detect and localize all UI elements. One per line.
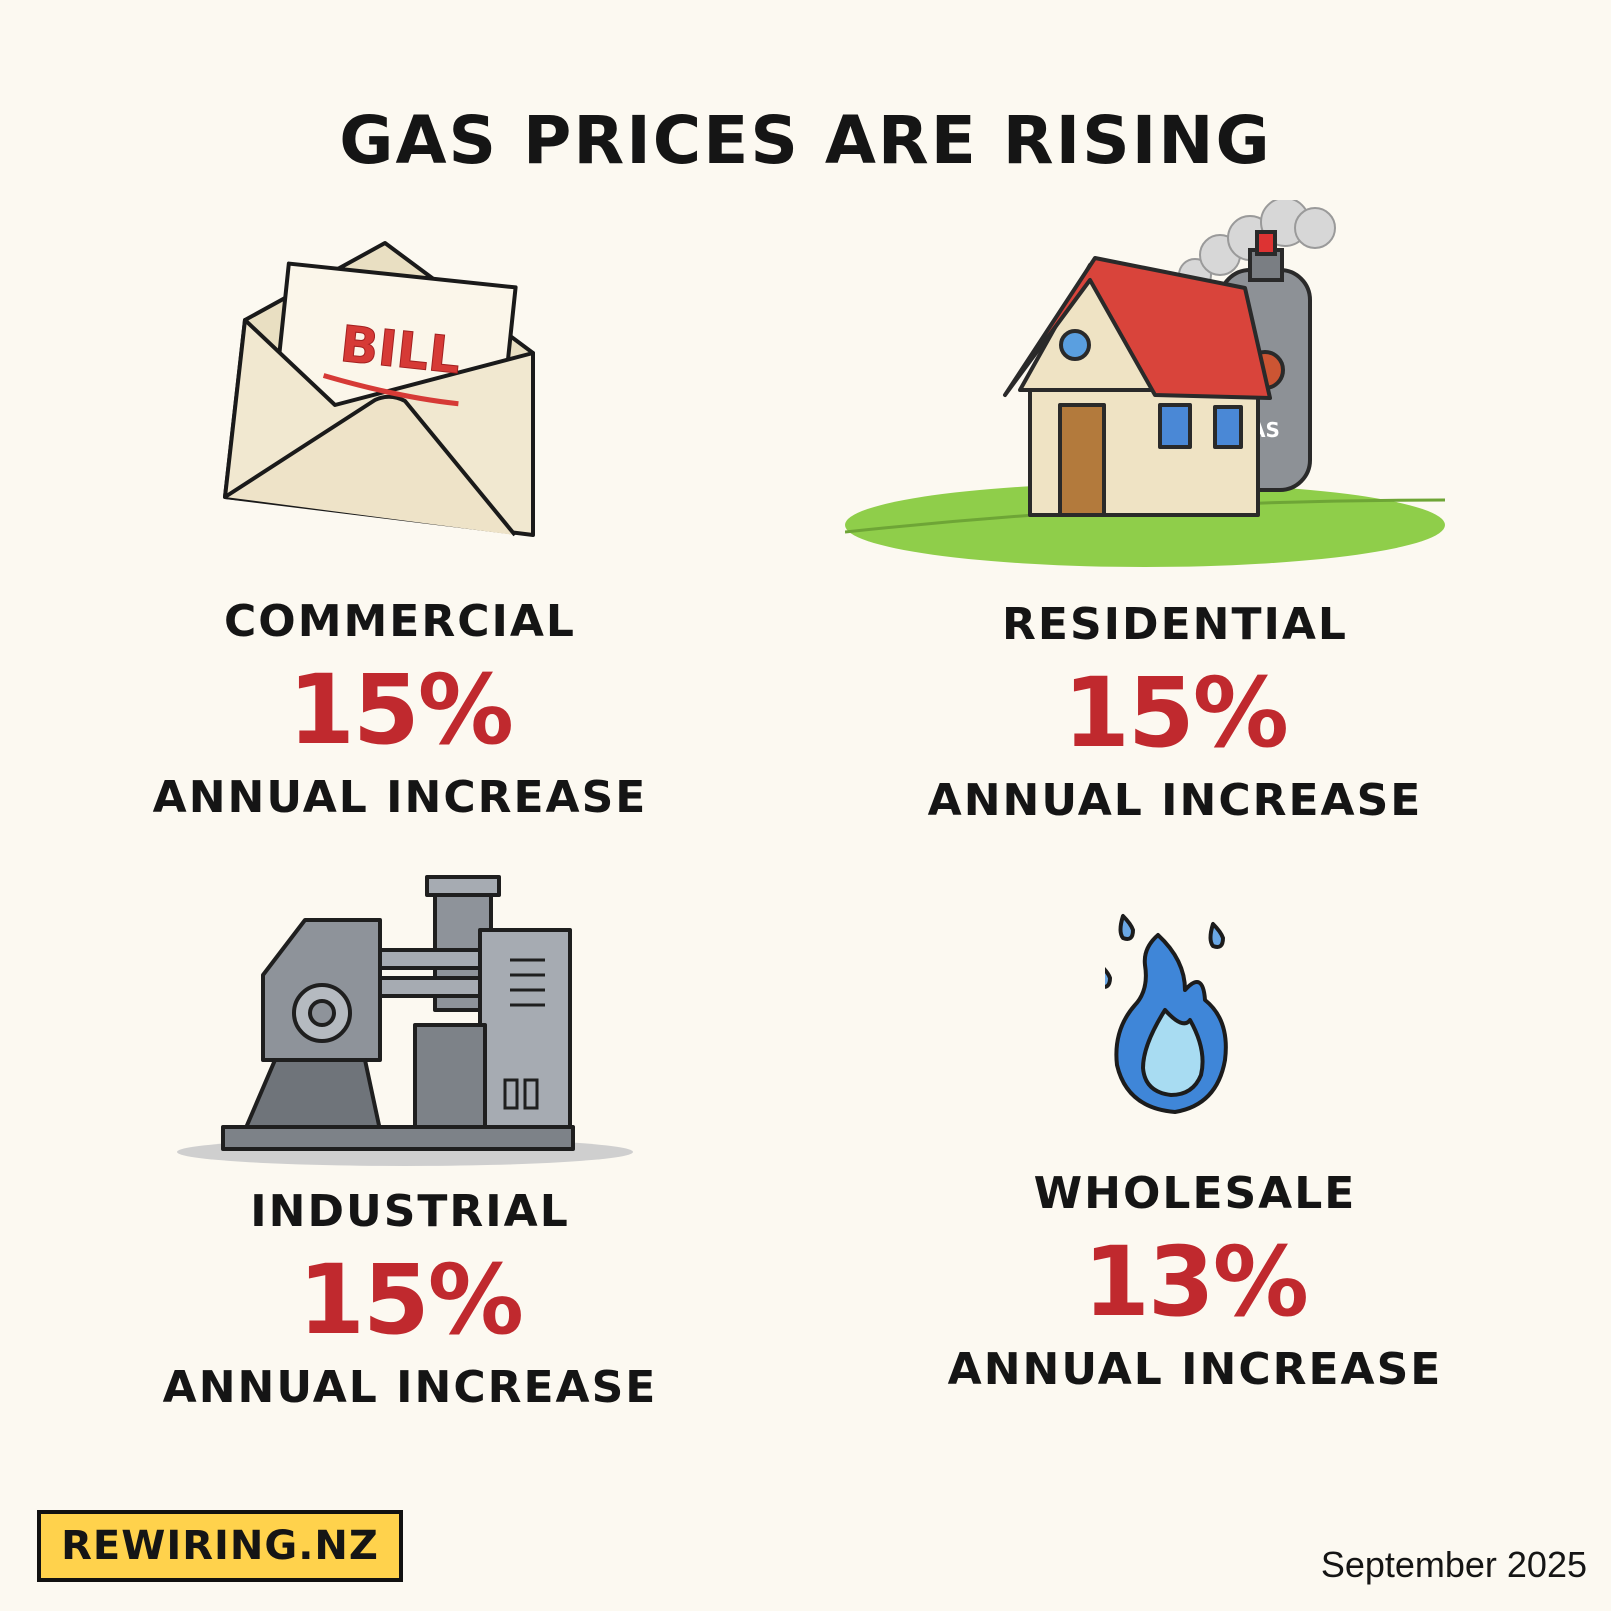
pipe: [363, 948, 487, 970]
wholesale-block: WHOLESALE 13% ANNUAL INCREASE: [875, 1172, 1515, 1392]
wholesale-percent: 13%: [1083, 1226, 1309, 1338]
base: [221, 1125, 575, 1151]
page-title: GAS PRICES ARE RISING: [339, 102, 1272, 179]
commercial-note: ANNUAL INCREASE: [152, 772, 648, 823]
residential-block: RESIDENTIAL 15% ANNUAL INCREASE: [855, 603, 1495, 823]
blue-flame-icon: [1105, 914, 1228, 1114]
house: [1003, 256, 1272, 517]
publication-date: September 2025: [1320, 1544, 1587, 1585]
commercial-label: COMMERCIAL: [224, 596, 576, 647]
house-gas-cylinder-icon: AS: [845, 200, 1446, 567]
rewiring-logo[interactable]: REWIRING.NZ: [37, 1510, 403, 1582]
inner-flame: [1141, 1008, 1205, 1097]
commercial-percent: 15%: [288, 654, 514, 766]
industrial-percent: 15%: [298, 1244, 524, 1356]
bill-text: BILL: [338, 315, 464, 385]
wholesale-note: ANNUAL INCREASE: [947, 1344, 1443, 1395]
residential-note: ANNUAL INCREASE: [927, 775, 1423, 826]
grass: [845, 483, 1445, 567]
industrial-block: INDUSTRIAL 15% ANNUAL INCREASE: [90, 1190, 730, 1410]
envelope-bill-icon: BILL: [223, 241, 535, 537]
residential-percent: 15%: [1063, 657, 1289, 769]
industrial-note: ANNUAL INCREASE: [162, 1362, 658, 1413]
residential-label: RESIDENTIAL: [1002, 599, 1348, 650]
industrial-machine-icon: [177, 875, 633, 1166]
wholesale-label: WHOLESALE: [1033, 1168, 1357, 1219]
industrial-label: INDUSTRIAL: [250, 1186, 570, 1237]
commercial-block: COMMERCIAL 15% ANNUAL INCREASE: [80, 600, 720, 820]
